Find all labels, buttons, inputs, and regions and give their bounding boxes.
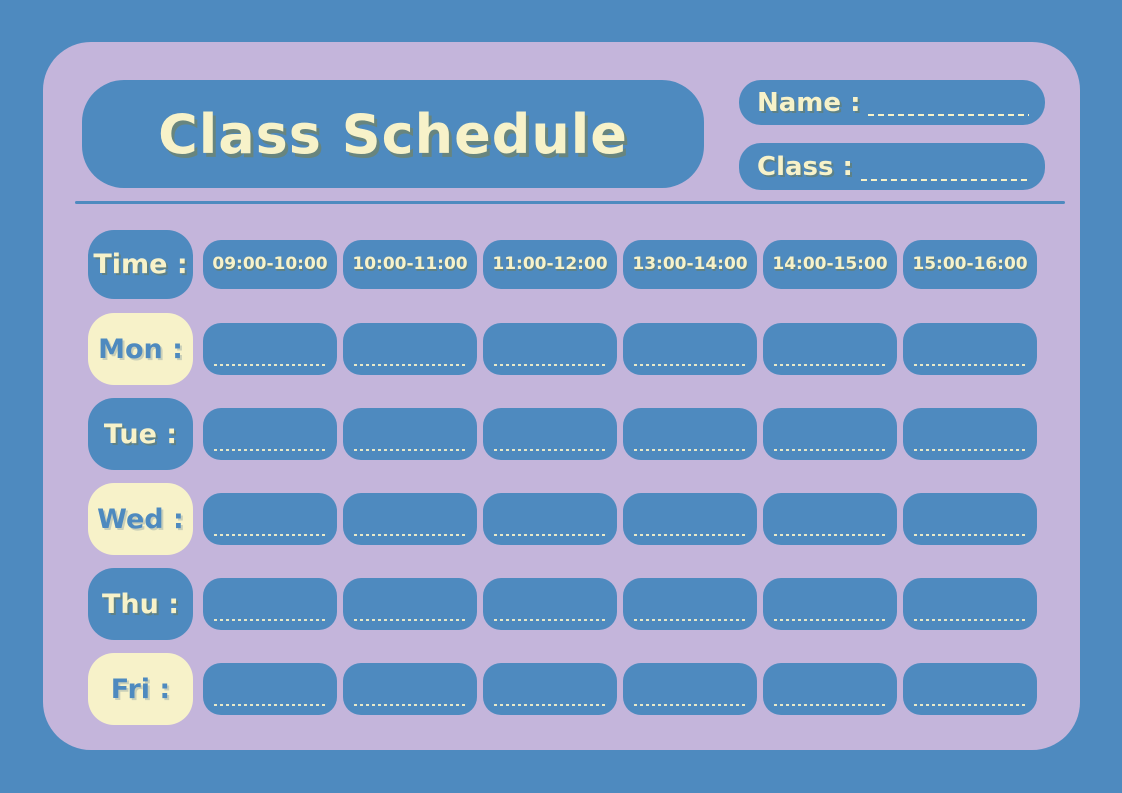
day-cells [203,663,1037,715]
schedule-cell[interactable] [623,323,757,375]
day-label-wed: Wed : [88,483,193,555]
time-slot: 14:00-15:00 [763,239,897,289]
day-label-thu: Thu : [88,568,193,640]
day-cells [203,493,1037,545]
schedule-cell[interactable] [903,323,1037,375]
schedule-cell[interactable] [483,408,617,460]
schedule-cell[interactable] [343,663,477,715]
schedule-cell[interactable] [483,578,617,630]
schedule-cell[interactable] [903,663,1037,715]
day-cells [203,323,1037,375]
day-label-fri: Fri : [88,653,193,725]
schedule-cell[interactable] [903,578,1037,630]
day-label-mon: Mon : [88,313,193,385]
schedule-cell[interactable] [343,578,477,630]
class-write-line[interactable] [860,179,1029,181]
time-slot: 15:00-16:00 [903,239,1037,289]
time-slot: 13:00-14:00 [623,239,757,289]
time-header: Time : [88,229,193,299]
time-slot: 10:00-11:00 [343,239,477,289]
schedule-cell[interactable] [483,663,617,715]
page-title: Class Schedule [158,102,628,166]
time-header-row: Time : 09:00-10:00 10:00-11:00 11:00-12:00… [88,228,1037,300]
day-row: Tue : [88,398,1037,470]
day-row: Fri : [88,653,1037,725]
schedule-cell[interactable] [203,408,337,460]
title-banner: Class Schedule [82,80,704,188]
class-field[interactable]: Class : [739,143,1045,190]
schedule-cell[interactable] [203,578,337,630]
schedule-cell[interactable] [623,408,757,460]
divider-line [75,201,1065,204]
schedule-cell[interactable] [623,578,757,630]
schedule-cell[interactable] [903,408,1037,460]
schedule-cell[interactable] [903,493,1037,545]
schedule-cell[interactable] [343,323,477,375]
schedule-cell[interactable] [763,493,897,545]
schedule-cell[interactable] [343,408,477,460]
schedule-cell[interactable] [203,663,337,715]
schedule-cell[interactable] [623,663,757,715]
schedule-cell[interactable] [763,663,897,715]
schedule-card: Class Schedule Name : Class : Time : 09:… [43,42,1080,750]
class-label: Class : [757,151,853,182]
day-cells [203,408,1037,460]
schedule-cell[interactable] [483,493,617,545]
name-field[interactable]: Name : [739,80,1045,125]
schedule-cell[interactable] [203,493,337,545]
time-slot: 11:00-12:00 [483,239,617,289]
name-write-line[interactable] [868,114,1029,116]
day-row: Mon : [88,313,1037,385]
name-label: Name : [757,87,861,118]
day-cells [203,578,1037,630]
schedule-cell[interactable] [763,578,897,630]
schedule-cell[interactable] [763,323,897,375]
time-slots: 09:00-10:00 10:00-11:00 11:00-12:00 13:00-1… [203,239,1037,289]
schedule-cell[interactable] [623,493,757,545]
time-slot: 09:00-10:00 [203,239,337,289]
day-label-tue: Tue : [88,398,193,470]
schedule-cell[interactable] [343,493,477,545]
day-row: Wed : [88,483,1037,555]
schedule-cell[interactable] [763,408,897,460]
schedule-cell[interactable] [483,323,617,375]
day-row: Thu : [88,568,1037,640]
schedule-cell[interactable] [203,323,337,375]
